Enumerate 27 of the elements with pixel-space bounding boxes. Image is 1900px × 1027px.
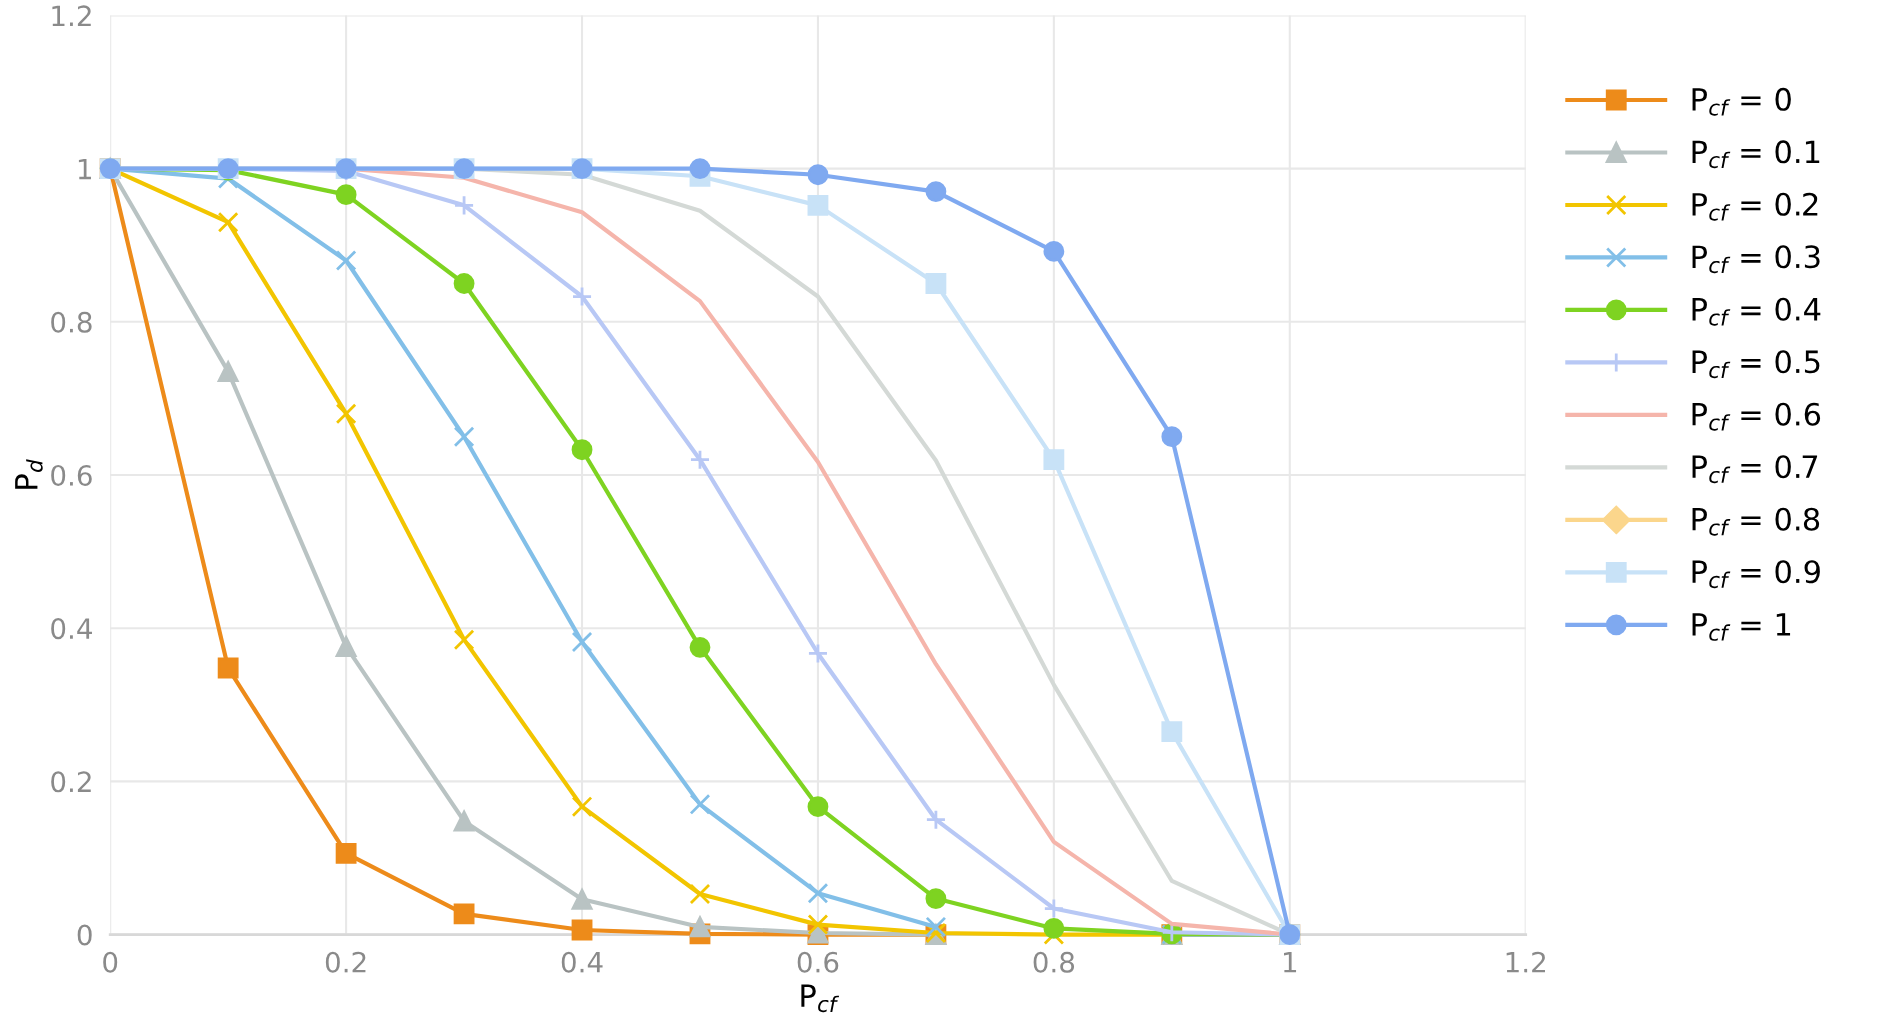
x-tick-label: 0	[103, 951, 118, 973]
x-tick-label: 1.2	[1506, 951, 1546, 973]
x-tick-label: 0.2	[325, 951, 366, 973]
y-tick-label: 1.2	[52, 5, 91, 26]
legend-label: P$_{cf}$ = 0.2	[1692, 192, 1818, 221]
legend-label: P$_{cf}$ = 0.3	[1692, 245, 1820, 274]
legend-label: P$_{cf}$ = 1	[1692, 613, 1791, 641]
legend-label: P$_{cf}$ = 0.8	[1692, 507, 1820, 536]
x-tick-label: 0.4	[561, 951, 603, 973]
x-axis-title: P$_{cf}$	[801, 984, 840, 1013]
y-tick-label: 0.4	[51, 618, 92, 640]
legend-label: P$_{cf}$ = 0.7	[1692, 455, 1818, 484]
y-tick-label: 0	[77, 924, 92, 946]
y-tick-label: 0.8	[51, 311, 92, 333]
legend-label: P$_{cf}$ = 0.1	[1692, 140, 1820, 169]
legend-label: P$_{cf}$ = 0.9	[1692, 560, 1820, 589]
legend-label: P$_{cf}$ = 0.4	[1692, 297, 1821, 326]
x-tick-label: 0.8	[1033, 951, 1075, 973]
legend-label: P$_{cf}$ = 0.5	[1692, 350, 1820, 379]
y-tick-label: 0.6	[51, 464, 92, 486]
y-tick-label: 0.2	[51, 771, 91, 793]
x-tick-label: 0.6	[797, 951, 839, 973]
legend-label: P$_{cf}$ = 0.6	[1692, 402, 1821, 431]
y-axis-title: P$_{d}$	[15, 459, 43, 489]
y-tick-label: 1	[78, 158, 91, 180]
legend-label: P$_{cf}$ = 0	[1692, 87, 1791, 116]
x-tick-label: 1	[1284, 952, 1297, 973]
